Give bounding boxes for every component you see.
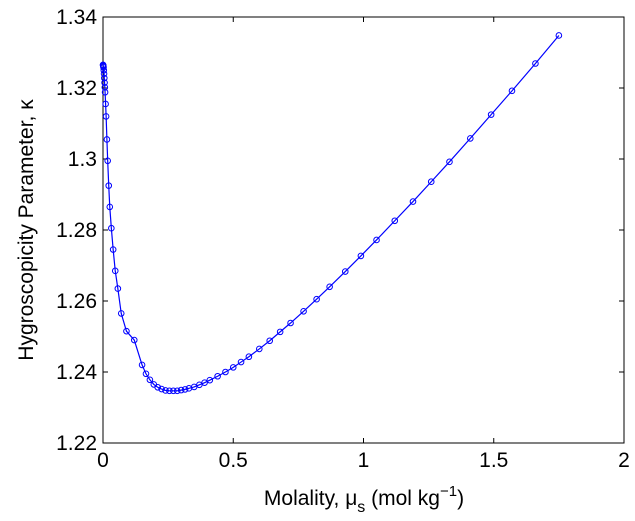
data-point (555, 32, 563, 39)
y-tick-label: 1.32 (56, 77, 97, 100)
data-point (154, 383, 162, 391)
y-tick-label: 1.34 (56, 6, 97, 29)
data-point (487, 111, 495, 118)
data-point (100, 66, 108, 74)
x-tick-label: 1 (358, 449, 370, 472)
data-point (313, 295, 320, 303)
data-point (101, 74, 108, 82)
y-axis-label: Hygroscopicity Parameter, κ (15, 99, 38, 361)
data-point (108, 224, 115, 232)
y-tick-label: 1.22 (56, 432, 97, 455)
data-point (104, 157, 111, 165)
axis-ticks: 0 0.5 1 1.5 2 1.22 1.24 1.26 1.28 1.3 1.32 1.34 (56, 6, 630, 472)
data-point (142, 370, 150, 378)
data-point (373, 236, 380, 244)
data-point (222, 368, 229, 376)
data-point (276, 328, 284, 336)
data-point (102, 113, 110, 120)
data-point (170, 387, 177, 395)
data-point (427, 178, 435, 186)
x-tick-label: 2 (618, 449, 630, 472)
data-point (111, 267, 119, 275)
data-point (100, 70, 108, 78)
data-point (446, 158, 453, 166)
series-layer (99, 32, 563, 395)
data-point (214, 372, 221, 380)
data-point (245, 353, 253, 361)
data-point (123, 327, 130, 335)
data-point (138, 361, 146, 369)
data-point (266, 337, 274, 345)
data-point (177, 386, 185, 394)
data-point (173, 387, 181, 395)
data-point (341, 268, 349, 275)
data-point (326, 283, 333, 291)
data-point (201, 379, 208, 386)
data-point (206, 376, 214, 384)
data-point (467, 135, 474, 142)
data-point (229, 364, 237, 371)
data-point (101, 79, 108, 86)
plot-frame (102, 16, 625, 444)
series-line (102, 35, 560, 392)
data-point (181, 386, 189, 393)
x-axis-label: Molality, μs (mol kg−1) (264, 483, 464, 516)
data-point (106, 203, 114, 211)
data-point (109, 246, 117, 253)
data-point (391, 217, 399, 225)
data-point (105, 182, 113, 189)
data-point (300, 307, 307, 315)
y-tick-label: 1.28 (56, 219, 97, 242)
data-point (158, 385, 165, 393)
x-tick-label: 1.5 (479, 449, 508, 472)
y-tick-label: 1.24 (56, 361, 97, 384)
data-point (130, 336, 138, 344)
y-tick-label: 1.3 (68, 148, 97, 171)
data-point (146, 376, 154, 384)
data-point (166, 387, 173, 395)
data-point (409, 198, 417, 205)
data-point (103, 136, 111, 143)
data-point (101, 83, 109, 91)
data-point (114, 285, 122, 292)
data-point (532, 60, 539, 67)
data-point (256, 345, 263, 353)
data-point (287, 319, 294, 327)
y-tick-label: 1.26 (56, 290, 97, 313)
data-point (117, 310, 125, 317)
data-point (237, 358, 245, 366)
data-point (508, 87, 516, 95)
x-tick-label: 0 (97, 449, 109, 472)
data-point (100, 64, 107, 71)
data-point (162, 387, 169, 394)
data-point (102, 100, 109, 108)
data-point (357, 252, 365, 260)
x-tick-label: 0.5 (219, 449, 248, 472)
data-point (101, 88, 109, 96)
